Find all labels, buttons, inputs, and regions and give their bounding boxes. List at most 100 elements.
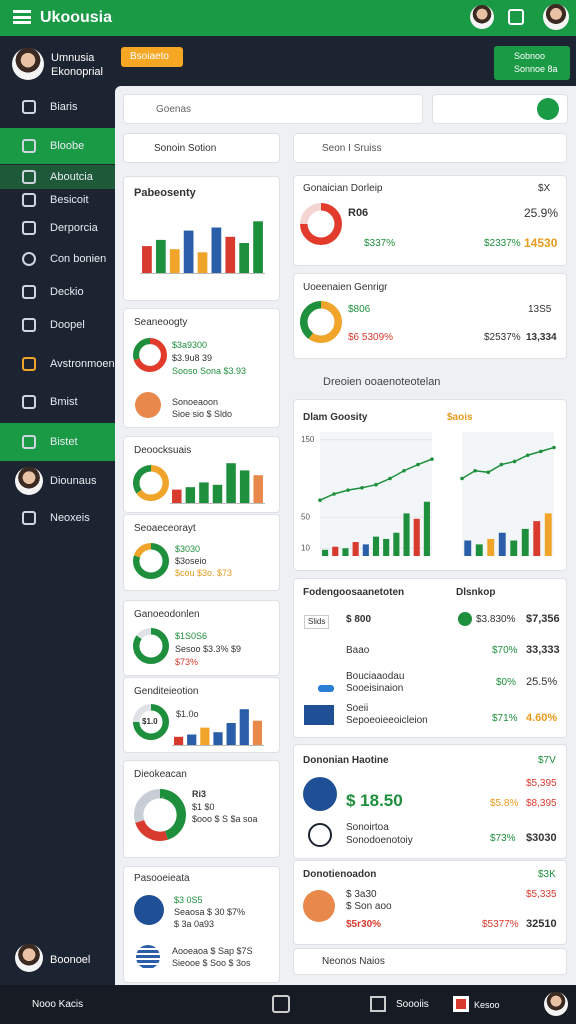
nav-item[interactable]: Deckio bbox=[0, 277, 115, 307]
footer-card[interactable]: Neonos Naios bbox=[293, 948, 567, 975]
nav-item[interactable]: Diounaus bbox=[0, 466, 115, 496]
metric: $cou $3o. $73 bbox=[175, 568, 233, 578]
bar bbox=[342, 548, 349, 556]
home-button[interactable] bbox=[272, 995, 290, 1013]
action-button[interactable]: Sobnoo Sonnoe 8a bbox=[494, 46, 570, 80]
profile-photo bbox=[12, 48, 44, 80]
nav-item[interactable]: Bmist bbox=[0, 387, 115, 417]
card: Dononian Haotine $7V $ 18.50 $5,395 $5.8… bbox=[293, 744, 567, 859]
card-title: Pabeosenty bbox=[134, 187, 196, 199]
tab-button[interactable] bbox=[370, 996, 386, 1012]
card-title: Deoocksuais bbox=[134, 445, 192, 456]
nav-item[interactable]: Besicoit bbox=[0, 188, 115, 212]
donut-chart bbox=[133, 465, 169, 501]
bar bbox=[173, 736, 184, 746]
card-title: Pasooeieata bbox=[134, 873, 190, 884]
metric: Ri3 bbox=[192, 789, 207, 799]
table-title: Fodengoosaanetoten bbox=[303, 587, 405, 598]
metric: 32510 bbox=[526, 918, 557, 930]
line-point bbox=[525, 453, 530, 458]
bottom-label[interactable]: Nooo Kacis bbox=[32, 999, 84, 1010]
nav-item-active[interactable]: Bloobe bbox=[0, 128, 115, 164]
menu-button[interactable] bbox=[13, 10, 31, 24]
bar bbox=[475, 544, 483, 556]
metric: $3a9300 bbox=[172, 340, 208, 350]
line-point bbox=[332, 492, 336, 496]
bar bbox=[169, 249, 180, 274]
card: Donotienoadon $3K $ 3a30 $ Son aoo $5,33… bbox=[293, 860, 567, 945]
badge-label[interactable]: Kesoo bbox=[474, 1000, 500, 1010]
bottom-label[interactable]: Soooiis bbox=[396, 999, 429, 1010]
cell: Slids bbox=[304, 615, 330, 629]
bar bbox=[464, 540, 472, 556]
card: Dieokeacan bbox=[123, 760, 280, 858]
bar bbox=[253, 475, 263, 504]
line-point bbox=[388, 476, 392, 481]
action-label: Sonnoe 8a bbox=[514, 64, 558, 74]
metric: $ 3a 0a93 bbox=[174, 919, 215, 929]
donut-label: $1.0 bbox=[142, 717, 158, 726]
metric: $ 3a30 bbox=[346, 889, 377, 900]
nav-item[interactable]: Neoxeis bbox=[0, 503, 115, 533]
metric: Sonoirtoa bbox=[346, 822, 389, 833]
bar-chart bbox=[140, 221, 265, 274]
icon bbox=[134, 895, 164, 925]
user-avatar[interactable] bbox=[470, 5, 494, 29]
metric: $73% bbox=[490, 833, 516, 844]
card-corner: 13S5 bbox=[528, 304, 552, 315]
cell: $0% bbox=[496, 677, 517, 688]
bar bbox=[383, 538, 390, 556]
bar bbox=[155, 239, 166, 274]
toolbar-button[interactable] bbox=[537, 98, 559, 120]
nav-item[interactable]: Aboutcia bbox=[0, 165, 115, 189]
nav-item[interactable]: Doopel bbox=[0, 310, 115, 340]
section-header: Sonoin Sotion bbox=[123, 133, 280, 163]
search-box[interactable]: Goenas bbox=[123, 94, 423, 124]
line-point bbox=[346, 488, 350, 492]
bar bbox=[212, 484, 223, 504]
nav-label: Doopel bbox=[50, 319, 85, 331]
nav-label: Bloobe bbox=[50, 140, 85, 152]
nav-label: Aboutcia bbox=[50, 171, 93, 183]
metric: R06 bbox=[348, 207, 369, 219]
donut-segment bbox=[300, 203, 342, 245]
metric: $6 5309% bbox=[348, 332, 394, 343]
line-point bbox=[402, 468, 406, 473]
cell: Soeii bbox=[346, 703, 369, 714]
metric: Sooso Sona $3.93 bbox=[172, 366, 247, 376]
bar bbox=[322, 549, 329, 556]
nav-label: Con bonien bbox=[50, 253, 107, 265]
nav-item-active[interactable]: Bistet bbox=[0, 423, 115, 461]
profile-avatar[interactable] bbox=[543, 4, 569, 30]
cell: $3.830% bbox=[476, 614, 516, 625]
card-corner: $aois bbox=[447, 412, 473, 423]
bar bbox=[352, 542, 359, 556]
settings-icon[interactable] bbox=[508, 9, 524, 25]
line-point bbox=[512, 459, 517, 464]
primary-button[interactable]: Bsoiaeto bbox=[121, 47, 183, 67]
metric: $ 18.50 bbox=[346, 791, 403, 810]
cell: Sepoeoieeoicleion bbox=[346, 715, 428, 726]
donut-segment bbox=[134, 789, 186, 841]
bar bbox=[372, 536, 380, 556]
sidebar-footer[interactable]: Boonoel bbox=[50, 954, 91, 966]
metric: 13,334 bbox=[526, 332, 557, 343]
cell: Sooeisinaion bbox=[346, 683, 404, 694]
section-header: Seon I Sruiss bbox=[293, 133, 567, 163]
nav-item[interactable]: Con bonien bbox=[0, 244, 115, 274]
bar bbox=[239, 470, 250, 504]
bar bbox=[226, 463, 236, 504]
nav-item[interactable]: Avstronmoen bbox=[0, 349, 115, 379]
bar bbox=[172, 489, 182, 504]
bar bbox=[197, 252, 208, 274]
icon bbox=[304, 705, 334, 725]
bar bbox=[187, 734, 197, 746]
icon bbox=[303, 890, 335, 922]
status-dot bbox=[458, 612, 472, 626]
bar bbox=[185, 487, 196, 504]
cell: Bouciaaodau bbox=[346, 671, 405, 682]
nav-item[interactable]: Derporcia bbox=[0, 213, 115, 243]
nav-item[interactable]: Biaris bbox=[0, 92, 115, 122]
bottom-avatar[interactable] bbox=[544, 992, 568, 1016]
